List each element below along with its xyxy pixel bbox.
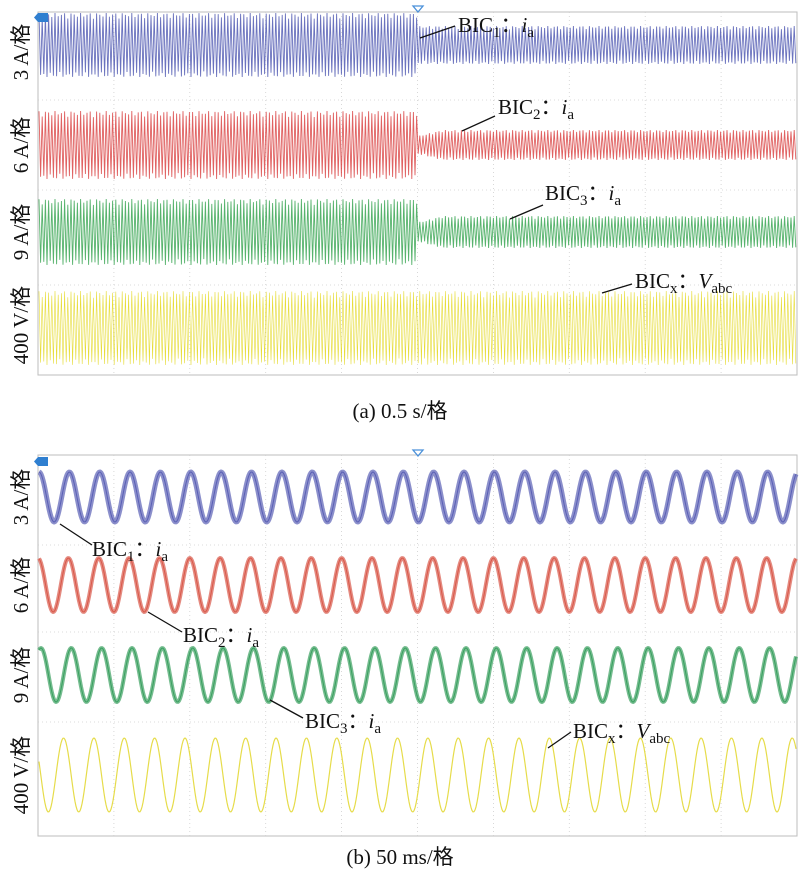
label-var-sub: a xyxy=(161,549,168,565)
label-sep: ： xyxy=(588,181,609,205)
annotation-leader-line xyxy=(147,611,183,633)
annotation-leader-line xyxy=(601,283,633,294)
trace-4-envelope xyxy=(38,290,797,366)
trace-1-core xyxy=(38,471,797,523)
label-var: V xyxy=(637,719,652,743)
label-sub: 2 xyxy=(218,635,226,651)
label-sub: x xyxy=(670,281,678,297)
scale-label-ch1: 3 A/格 xyxy=(9,24,33,81)
label-var-sub: a xyxy=(374,721,381,737)
caption-a: (a) 0.5 s/格 xyxy=(352,399,447,423)
label-sep: ： xyxy=(135,537,156,561)
scale-label-ch2: 6 A/格 xyxy=(9,557,33,614)
scale-label-ch4: 400 V/格 xyxy=(9,286,33,364)
label-sep: ： xyxy=(678,269,699,293)
trace-label: BIC3：ia xyxy=(305,709,381,737)
label-sub: x xyxy=(608,731,616,747)
annotation-leader-line xyxy=(509,204,544,220)
label-var: i xyxy=(369,709,375,733)
label-sep: ： xyxy=(348,709,369,733)
label-base: BIC xyxy=(458,13,493,37)
label-var-sub: a xyxy=(567,107,574,123)
annotation-leader-line xyxy=(547,731,572,749)
panel-a-traces xyxy=(38,12,797,366)
label-sub: 3 xyxy=(580,193,588,209)
panel-b-traces xyxy=(37,469,799,813)
channel-marker-icon xyxy=(34,457,48,466)
trace-label: BIC1：ia xyxy=(458,13,534,41)
label-base: BIC xyxy=(498,95,533,119)
trace-label: BIC1：ia xyxy=(92,537,168,565)
label-var: i xyxy=(522,13,528,37)
label-sub: 1 xyxy=(127,549,135,565)
trace-label: BIC2：ia xyxy=(498,95,574,123)
label-var-sub: a xyxy=(527,25,534,41)
caption-b: (b) 50 ms/格 xyxy=(346,845,453,869)
label-base: BIC xyxy=(305,709,340,733)
label-var: i xyxy=(562,95,568,119)
label-sub: 2 xyxy=(533,107,541,123)
label-var: V xyxy=(699,269,714,293)
label-var: i xyxy=(156,537,162,561)
label-base: BIC xyxy=(545,181,580,205)
annotations: BIC1：iaBIC2：iaBIC3：iaBICx：VabcBIC1：iaBIC… xyxy=(59,13,733,749)
label-sub: 3 xyxy=(340,721,348,737)
scale-label-ch3: 9 A/格 xyxy=(9,204,33,261)
label-sep: ： xyxy=(541,95,562,119)
panel-b xyxy=(37,454,799,837)
annotation-leader-line xyxy=(419,25,456,39)
trace-label: BIC3：ia xyxy=(545,181,621,209)
label-var-sub: a xyxy=(614,193,621,209)
trace-3-envelope xyxy=(38,198,797,266)
trigger-marker-icon xyxy=(411,5,425,14)
annotation-leader-line xyxy=(269,699,304,719)
label-sep: ： xyxy=(226,623,247,647)
annotation-leader-line xyxy=(59,523,93,546)
annotation-leader-line xyxy=(461,115,496,132)
label-base: BIC xyxy=(573,719,608,743)
label-var: i xyxy=(609,181,615,205)
channel-marker-icon xyxy=(34,13,48,22)
trace-label: BICx：Vabc xyxy=(635,269,733,297)
label-sub: 1 xyxy=(493,25,501,41)
trace-label: BICx：Vabc xyxy=(573,719,671,747)
trigger-marker-icon xyxy=(411,449,425,458)
trace-label: BIC2：ia xyxy=(183,623,259,651)
trace-2-core xyxy=(38,557,797,613)
scale-label-ch1: 3 A/格 xyxy=(9,469,33,526)
panel-a xyxy=(37,11,798,376)
label-base: BIC xyxy=(92,537,127,561)
label-var: i xyxy=(247,623,253,647)
label-sep: ： xyxy=(616,719,637,743)
trace-1-envelope xyxy=(38,12,797,78)
label-base: BIC xyxy=(635,269,670,293)
trace-4-waveform xyxy=(38,737,797,813)
scale-label-ch3: 9 A/格 xyxy=(9,647,33,704)
label-var-sub: abc xyxy=(649,731,670,747)
scale-label-ch2: 6 A/格 xyxy=(9,117,33,174)
trace-2-envelope xyxy=(38,110,797,180)
label-sep: ： xyxy=(501,13,522,37)
label-var-sub: abc xyxy=(711,281,732,297)
trace-3-core xyxy=(38,647,797,703)
scale-label-ch4: 400 V/格 xyxy=(9,736,33,814)
label-var-sub: a xyxy=(252,635,259,651)
label-base: BIC xyxy=(183,623,218,647)
panel-b-grid xyxy=(38,455,797,836)
